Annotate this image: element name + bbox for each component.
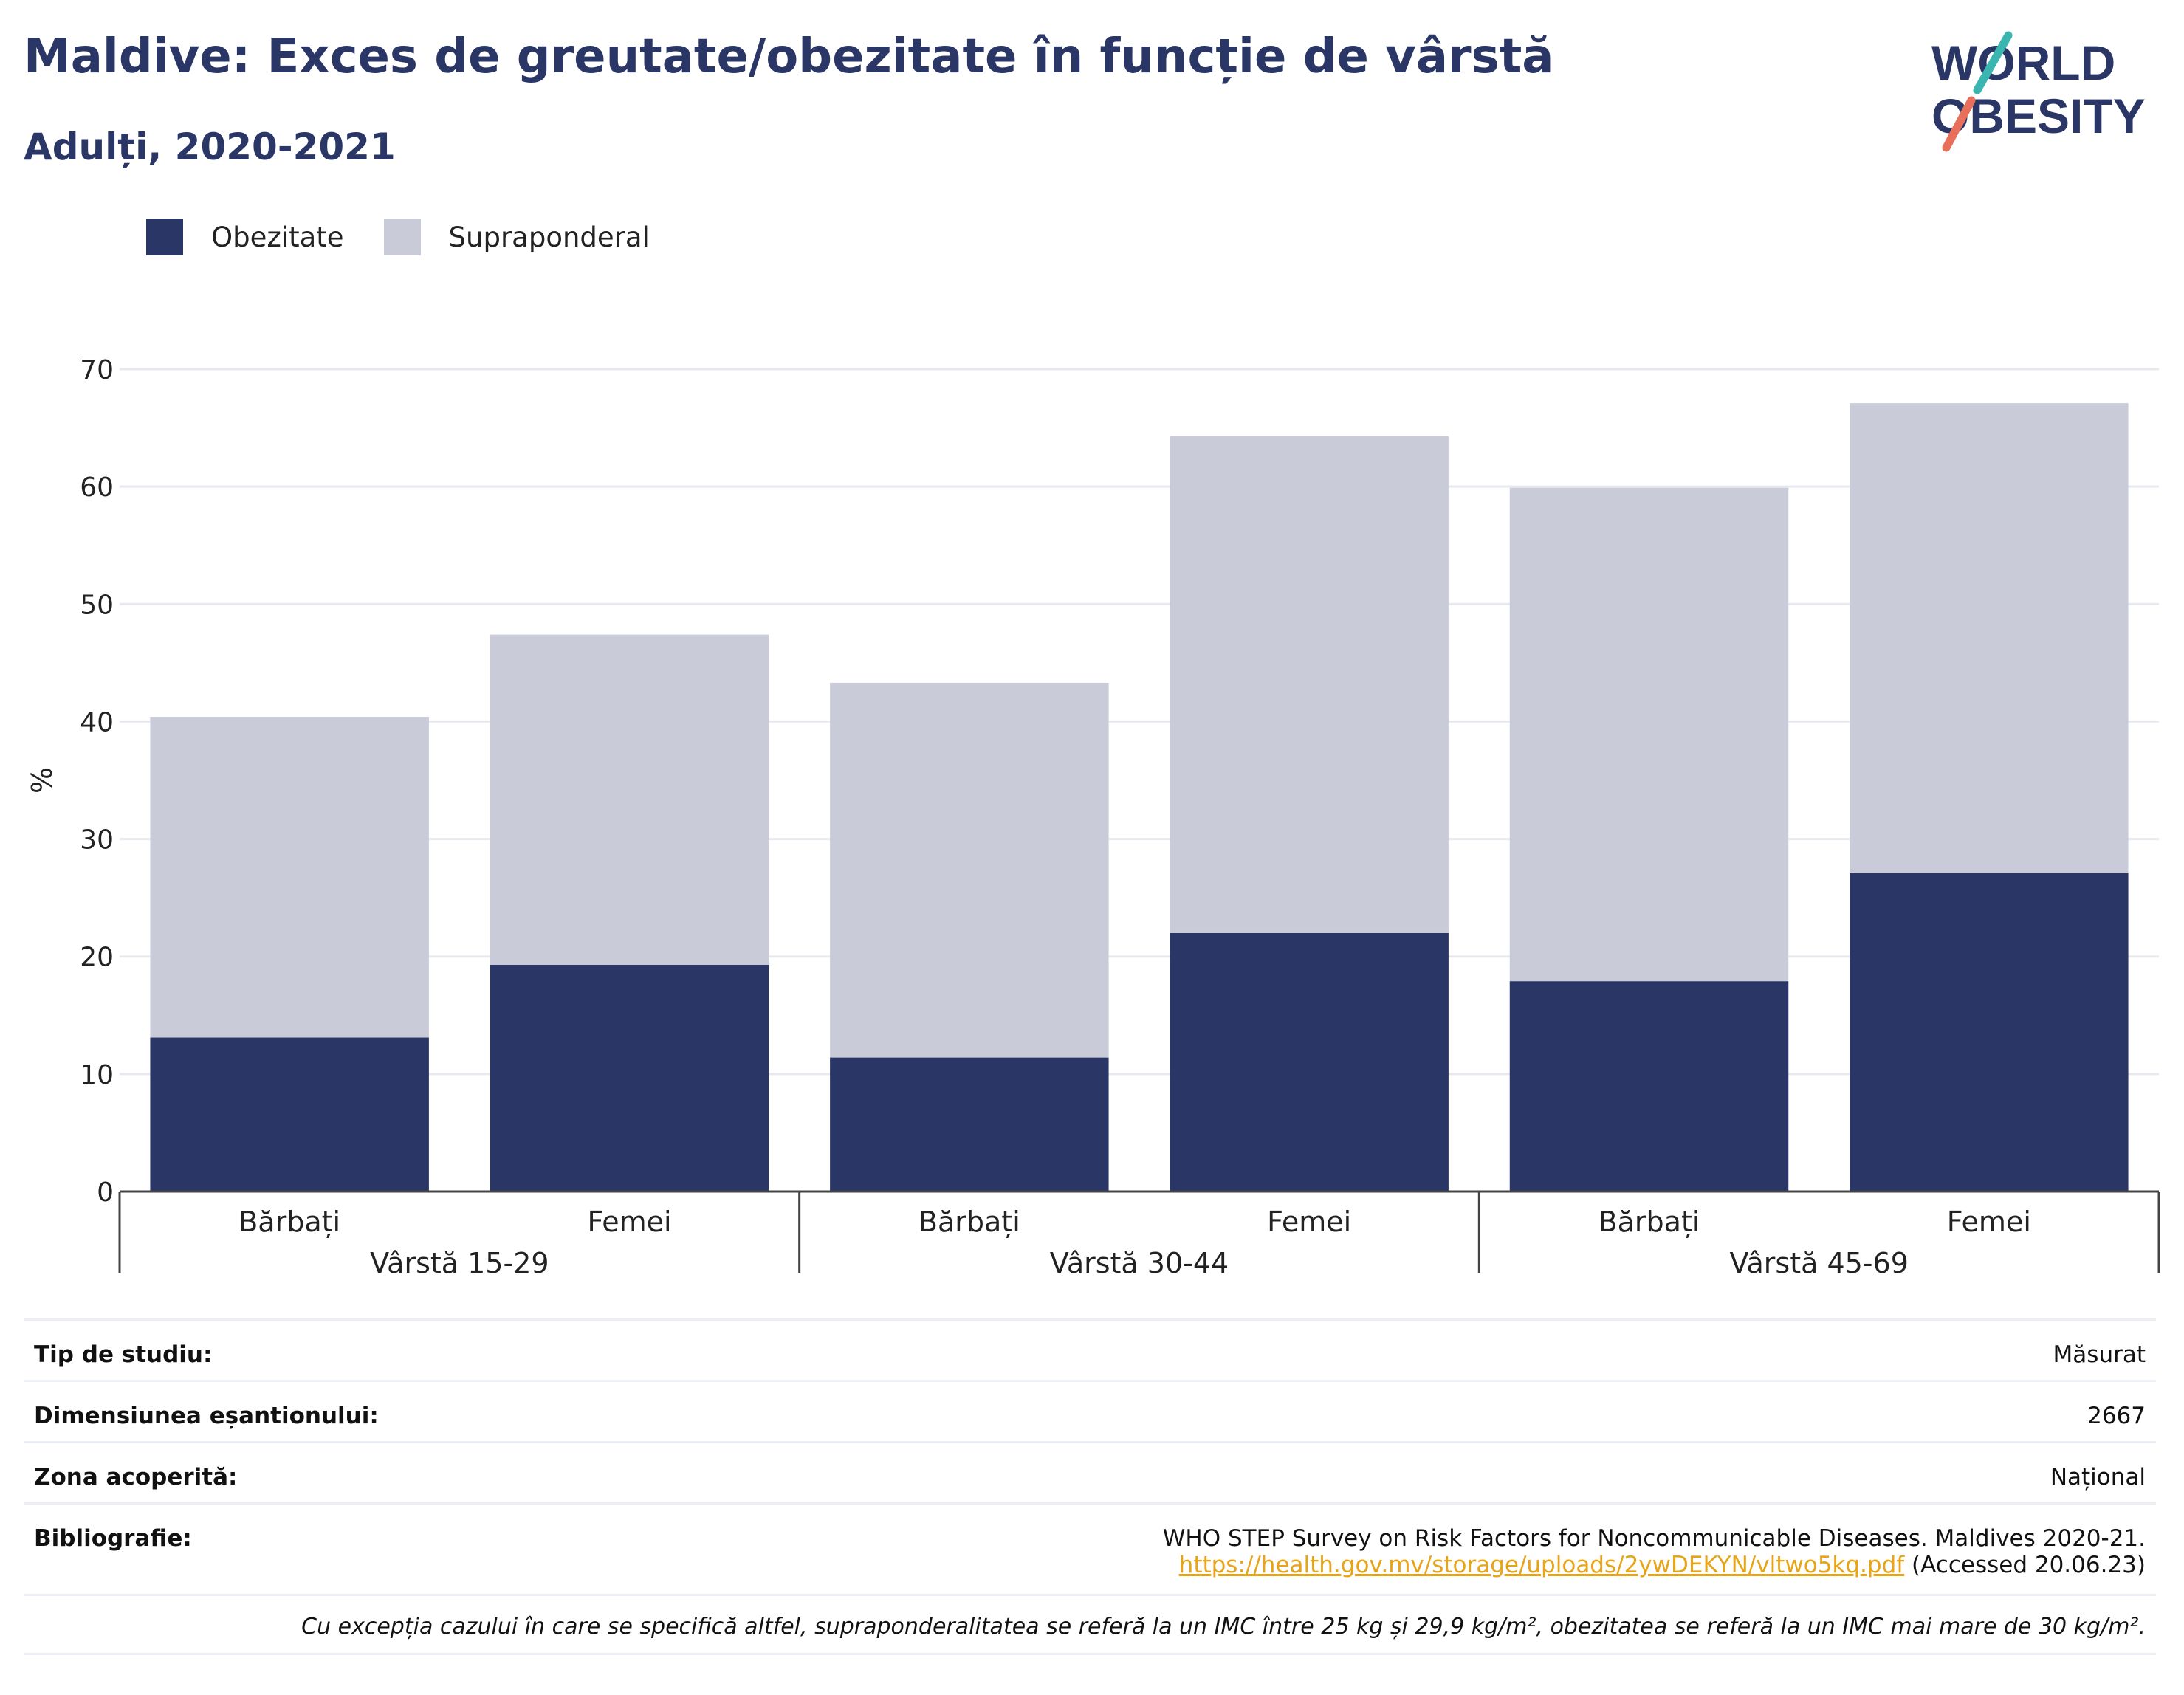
y-tick-label: 0	[97, 1177, 114, 1208]
info-table: Tip de studiu: Măsurat Dimensiunea eșant…	[24, 1318, 2156, 1655]
info-row-sample-size: Dimensiunea eșantionului: 2667	[24, 1380, 2156, 1441]
footnote: Cu excepția cazului în care se specifică…	[24, 1594, 2156, 1655]
logo-slash-top	[1973, 31, 2013, 94]
info-row-coverage: Zona acoperită: Național	[24, 1441, 2156, 1502]
bar-obesity	[1509, 981, 1789, 1192]
info-row-study-type: Tip de studiu: Măsurat	[24, 1318, 2156, 1380]
y-tick-label: 50	[80, 590, 114, 620]
legend-item-obesity: Obezitate	[146, 219, 344, 255]
y-tick-label: 70	[80, 355, 114, 385]
bibliography-text: WHO STEP Survey on Risk Factors for Nonc…	[1162, 1525, 2146, 1552]
legend-label-overweight: Supraponderal	[448, 221, 650, 253]
group-label: Vârstă 30-44	[1050, 1247, 1229, 1277]
legend-swatch-overweight	[383, 219, 421, 255]
x-tick-label: Bărbați	[238, 1206, 340, 1238]
study-type-label: Tip de studiu:	[34, 1341, 213, 1368]
sample-size-value: 2667	[2087, 1403, 2146, 1429]
bibliography-value: WHO STEP Survey on Risk Factors for Nonc…	[1163, 1525, 2146, 1578]
bibliography-accessed: (Accessed 20.06.23)	[1912, 1552, 2146, 1578]
x-tick-label: Femei	[1267, 1206, 1351, 1238]
sample-size-label: Dimensiunea eșantionului:	[34, 1403, 379, 1429]
bar-overweight	[830, 682, 1109, 1058]
y-tick-label: 20	[80, 943, 114, 973]
world-obesity-logo: WORLD OBESITY	[1931, 31, 2146, 152]
x-tick-label: Bărbați	[1598, 1206, 1700, 1238]
coverage-value: Național	[2050, 1464, 2146, 1491]
study-type-value: Măsurat	[2053, 1341, 2146, 1368]
x-tick-label: Femei	[587, 1206, 671, 1238]
stacked-bar-chart: 0 10 20 30 40 50 60 70% Bărbați Femei Bărbați Femei…	[26, 355, 2160, 1277]
bar-overweight	[150, 717, 429, 1038]
legend: Obezitate Supraponderal	[146, 219, 690, 255]
group-label: Vârstă 15-29	[370, 1247, 549, 1277]
bar-overweight	[1850, 403, 2129, 873]
legend-item-overweight: Supraponderal	[383, 219, 650, 255]
bar-obesity	[1850, 873, 2129, 1192]
y-tick-label: 10	[80, 1060, 114, 1090]
bar-obesity	[150, 1037, 429, 1192]
bar-obesity	[1170, 932, 1449, 1192]
bibliography-link[interactable]: https://health.gov.mv/storage/uploads/2y…	[1178, 1552, 1905, 1578]
info-row-bibliography: Bibliografie: WHO STEP Survey on Risk Fa…	[24, 1502, 2156, 1594]
bibliography-label: Bibliografie:	[34, 1525, 192, 1552]
chart-title: Maldive: Exces de greutate/obezitate în …	[24, 30, 1554, 84]
logo-line1: WORLD	[1931, 35, 2115, 90]
x-tick-label: Bărbați	[918, 1206, 1020, 1238]
bar-overweight	[490, 634, 769, 965]
coverage-label: Zona acoperită:	[34, 1464, 238, 1491]
y-tick-label: 30	[80, 825, 114, 856]
y-axis-label: %	[26, 767, 58, 794]
bar-obesity	[830, 1057, 1109, 1192]
logo-slash-bottom	[1942, 96, 1976, 152]
bar-overweight	[1509, 487, 1789, 982]
bar-overweight	[1170, 436, 1449, 933]
chart-subtitle: Adulți, 2020-2021	[24, 126, 396, 168]
legend-label-obesity: Obezitate	[211, 221, 344, 253]
legend-swatch-obesity	[146, 219, 183, 255]
group-label: Vârstă 45-69	[1729, 1247, 1908, 1277]
x-tick-label: Femei	[1947, 1206, 2031, 1238]
y-tick-label: 60	[80, 472, 114, 503]
y-tick-label: 40	[80, 707, 114, 738]
bar-obesity	[490, 964, 769, 1192]
